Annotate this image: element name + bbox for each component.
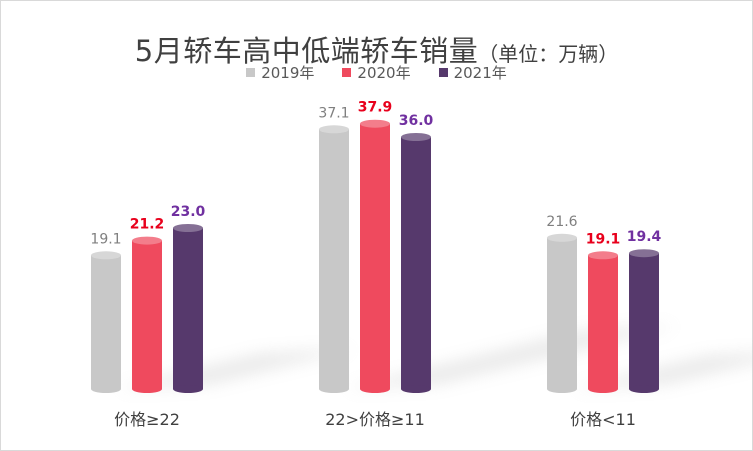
bar-base — [91, 385, 121, 393]
data-label: 36.0 — [399, 113, 434, 129]
data-label: 21.2 — [130, 217, 165, 233]
bar — [629, 253, 659, 389]
bar-base — [173, 385, 203, 393]
data-label: 37.1 — [318, 105, 349, 121]
bar-base — [360, 385, 390, 393]
category-label: 22>价格≥11 — [325, 410, 425, 429]
bar-base — [588, 385, 618, 393]
data-label: 19.1 — [90, 231, 121, 247]
bar — [547, 237, 577, 389]
data-label: 23.0 — [171, 204, 206, 220]
data-label: 21.6 — [546, 214, 577, 230]
bar — [132, 240, 162, 389]
bar — [173, 228, 203, 389]
bar-base — [132, 385, 162, 393]
bar-top — [319, 125, 349, 134]
category-label: 价格<11 — [570, 410, 636, 429]
bar-top — [91, 251, 121, 260]
legend-label-2021: 2021年 — [453, 64, 507, 82]
bar — [360, 123, 390, 389]
data-label: 19.4 — [627, 229, 662, 245]
bar — [401, 137, 431, 389]
bar — [91, 255, 121, 389]
bar-top — [588, 251, 618, 260]
legend-swatch-2021 — [438, 68, 448, 77]
bar-top — [629, 249, 659, 258]
data-label: 19.1 — [586, 231, 621, 247]
chart-title-unit: （单位：万辆） — [478, 42, 619, 66]
chart-title: 5月轿车高中低端轿车销量（单位：万辆） — [0, 28, 753, 70]
chart-title-main: 5月轿车高中低端轿车销量 — [134, 34, 479, 68]
bar-base — [319, 385, 349, 393]
bar — [319, 129, 349, 390]
legend-item-2019: 2019年 — [246, 62, 314, 83]
legend-label-2019: 2019年 — [261, 64, 315, 82]
legend-item-2020: 2020年 — [342, 62, 411, 83]
bar — [588, 255, 618, 389]
bar-top — [132, 236, 162, 245]
bar-base — [401, 385, 431, 393]
bar-top — [360, 119, 390, 128]
legend-swatch-2019 — [246, 68, 256, 77]
chart-legend: 2019年 2020年 2021年 — [0, 62, 753, 83]
bar-base — [547, 385, 577, 393]
legend-swatch-2020 — [342, 68, 352, 77]
category-label: 价格≥22 — [114, 410, 180, 429]
legend-label-2020: 2020年 — [357, 64, 411, 82]
bar-top — [401, 133, 431, 141]
bar-top — [547, 233, 577, 242]
legend-item-2021: 2021年 — [438, 62, 507, 83]
data-label: 37.9 — [358, 100, 393, 116]
bar-top — [173, 224, 203, 232]
bar-base — [629, 385, 659, 393]
